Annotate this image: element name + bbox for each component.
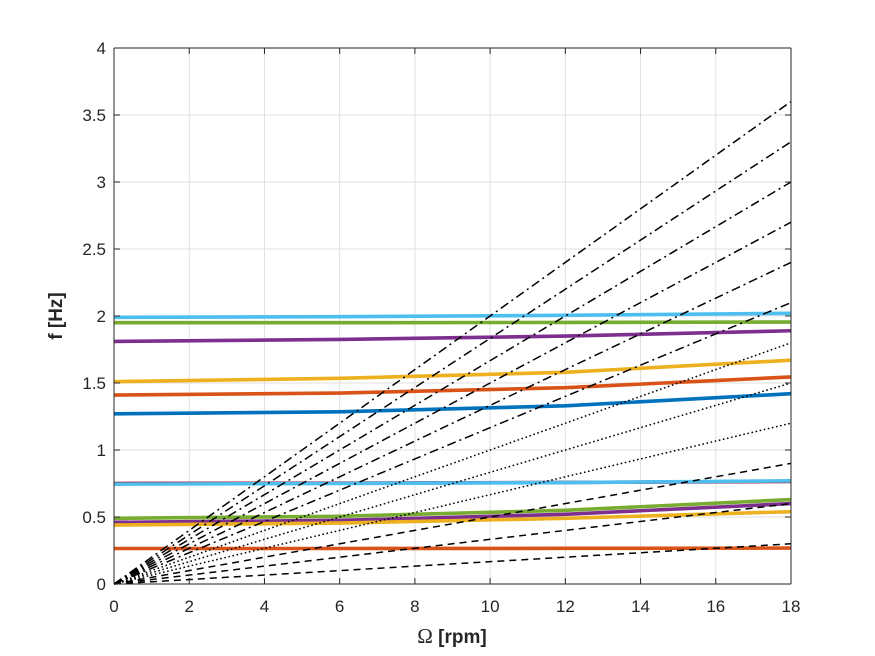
y-tick-label: 3.5 bbox=[82, 106, 106, 125]
frequency-curve-5 bbox=[113, 375, 792, 397]
x-axis-symbol: Ω bbox=[417, 624, 433, 648]
x-tick-label: 4 bbox=[260, 597, 269, 616]
excitation-line-20 bbox=[113, 382, 792, 585]
x-tick-label: 0 bbox=[109, 597, 118, 616]
excitation-line-21 bbox=[113, 422, 792, 585]
x-axis-unit: [rpm] bbox=[433, 627, 487, 648]
excitation-line-18 bbox=[113, 301, 792, 585]
y-tick-label: 4 bbox=[97, 39, 106, 58]
y-tick-label: 0.5 bbox=[82, 508, 106, 527]
excitation-line-16 bbox=[113, 221, 792, 585]
y-tick-label: 2 bbox=[97, 307, 106, 326]
x-tick-label: 12 bbox=[556, 597, 575, 616]
x-tick-label: 16 bbox=[706, 597, 725, 616]
x-tick-labels: 0 2 4 6 8 10 12 14 16 18 bbox=[109, 597, 800, 616]
excitation-line-17 bbox=[113, 261, 792, 585]
x-tick-label: 8 bbox=[410, 597, 419, 616]
y-tick-labels: 0 0.5 1 1.5 2 2.5 3 3.5 4 bbox=[82, 39, 106, 594]
x-tick-label: 6 bbox=[335, 597, 344, 616]
series-layer bbox=[113, 100, 792, 585]
frequency-curve-2 bbox=[114, 320, 792, 325]
y-tick-label: 3 bbox=[97, 173, 106, 192]
y-tick-label: 0 bbox=[97, 575, 106, 594]
x-axis-label: Ω [rpm] bbox=[417, 624, 486, 648]
frequency-curve-6 bbox=[113, 391, 792, 416]
frequency-curve-4 bbox=[113, 358, 792, 384]
y-axis-label: f [Hz] bbox=[46, 292, 67, 339]
y-tick-label: 1.5 bbox=[82, 374, 106, 393]
excitation-line-24 bbox=[113, 543, 792, 585]
frequency-curve-1 bbox=[113, 311, 792, 320]
frequency-curve-3 bbox=[113, 328, 792, 344]
excitation-line-15 bbox=[113, 181, 792, 585]
x-tick-label: 10 bbox=[481, 597, 500, 616]
x-tick-label: 2 bbox=[184, 597, 193, 616]
excitation-line-13 bbox=[113, 100, 792, 585]
excitation-line-14 bbox=[113, 141, 792, 585]
x-tick-label: 18 bbox=[782, 597, 801, 616]
frequency-curve-9 bbox=[113, 497, 792, 521]
excitation-line-22 bbox=[113, 462, 792, 585]
axes-frame bbox=[113, 47, 792, 585]
frequency-curve-10 bbox=[113, 501, 792, 525]
y-tick-label: 1 bbox=[97, 441, 106, 460]
y-tick-label: 2.5 bbox=[82, 240, 106, 259]
x-tick-label: 14 bbox=[631, 597, 650, 616]
excitation-line-23 bbox=[113, 502, 792, 585]
